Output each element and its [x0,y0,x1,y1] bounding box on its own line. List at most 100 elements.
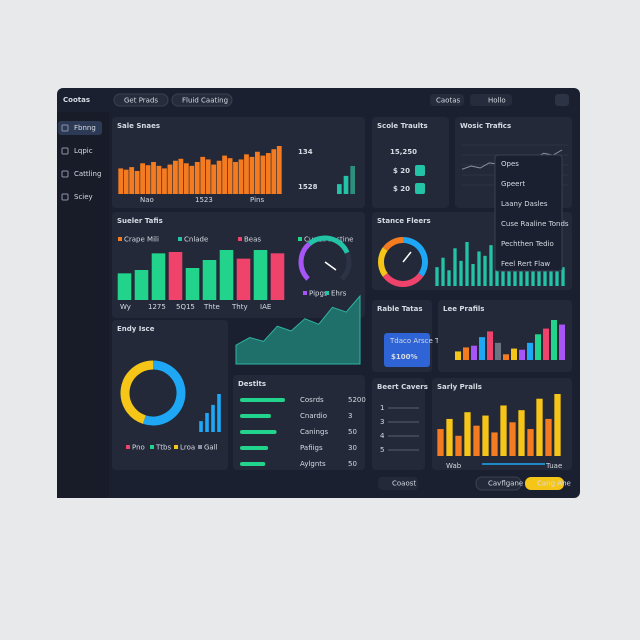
legend-swatch [325,291,329,295]
legend-label: Ehrs [331,290,347,298]
row-value: 3 [348,412,352,420]
bar [140,163,146,194]
bar [559,324,565,360]
bar [536,398,543,456]
tab[interactable] [171,93,233,107]
bar [455,435,462,456]
bar [217,394,221,432]
stat: 134 [298,148,313,156]
button-label[interactable]: Cang Ahe [537,480,571,488]
bar [227,158,233,194]
bar [219,250,234,300]
menu-item[interactable]: Feel Rert Flaw [501,260,550,268]
row-value: 50 [348,428,357,436]
bar [471,345,477,360]
axis-label: Wab [446,462,462,470]
bar [211,164,217,194]
menu-button[interactable] [430,94,464,106]
bar [479,337,485,360]
bar [254,151,260,194]
bar [233,162,238,194]
bar [549,260,553,286]
row-label: Pafiigs [300,444,323,452]
button[interactable] [475,476,522,491]
axis-label: Thte [203,303,220,311]
bar [162,168,167,194]
button-label[interactable]: Cavflgane [488,480,523,488]
button[interactable] [525,477,564,490]
bar [507,259,511,286]
bar [134,170,140,194]
stat: $100% [391,353,418,361]
menu-label[interactable]: Caotas [436,97,460,105]
nav-item[interactable]: Sciey [74,193,93,201]
menu-item[interactable]: Pechthen Tedio [501,240,554,248]
tab[interactable] [113,93,169,107]
legend-swatch [198,445,202,449]
nav-item[interactable]: Cattling [74,170,101,178]
tab-label[interactable]: Get Prads [124,97,158,105]
bar [200,156,206,194]
menu-item[interactable]: Laany Dasles [501,200,548,208]
bar [463,347,469,360]
bar [156,165,162,194]
list-number: 5 [380,446,384,454]
legend-swatch [174,445,178,449]
icon-button[interactable] [555,94,569,106]
menu-item[interactable]: Cuse Raaline Tonds [501,220,569,228]
bar [554,394,561,456]
legend-label: Gall [204,444,218,452]
legend-swatch [150,445,154,449]
panel [112,117,365,208]
select[interactable] [378,477,418,490]
nav-item[interactable]: Fbnng [74,124,96,132]
panel-title: Wosic Trafics [460,122,511,130]
bar [337,184,342,194]
bar [222,155,228,194]
nav-icon [61,147,69,155]
user-label[interactable]: Hollo [488,97,506,105]
bar [435,267,439,286]
tab-label[interactable]: Fluid Caating [182,97,228,105]
bar [437,429,444,456]
bar [487,331,493,360]
nav-icon [61,124,69,132]
bar [129,167,135,194]
bar [489,245,493,286]
bar [465,242,469,286]
legend-label: Cnlade [184,236,208,244]
bar [535,334,541,360]
dropdown-menu [494,154,563,272]
bar [145,165,151,194]
menu-item[interactable]: Opes [501,160,519,168]
gauge-needle [324,261,337,271]
list-number: 4 [380,432,385,440]
bar [503,354,509,360]
legend-label: Lroa [180,444,195,452]
bar [477,251,481,286]
bar [491,432,498,456]
row-label: Cosrds [300,396,324,404]
bar [194,162,200,194]
axis-label: 5Q15 [176,303,195,311]
select-label[interactable]: Coaost [392,480,416,488]
user-button[interactable] [470,94,512,106]
donut-segment [298,241,312,281]
nav-icon [61,193,69,201]
donut-segment [402,237,428,277]
stat: 1528 [298,183,318,191]
nav-item[interactable]: Lqpic [74,147,93,155]
bar [271,149,277,194]
nav-icon [61,170,69,178]
panel-title: Rable Tatas [377,305,423,313]
axis-label: Nao [140,196,154,204]
panel [372,378,425,470]
axis-label: Pins [250,196,264,204]
bar [555,264,559,286]
badge [415,183,425,194]
menu-item[interactable]: Gpeert [501,180,525,188]
list-number: 1 [380,404,384,412]
bar [527,429,534,456]
axis-label: 1523 [195,196,213,204]
bar [471,264,475,286]
